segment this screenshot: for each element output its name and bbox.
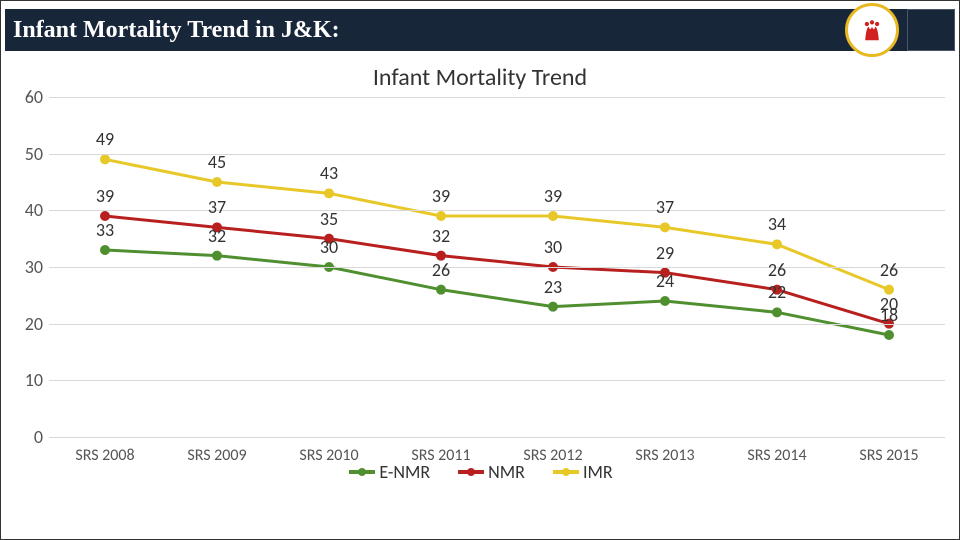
data-marker: [100, 154, 110, 164]
y-axis-label: 60: [13, 86, 43, 108]
y-axis-label: 50: [13, 143, 43, 165]
nhm-logo: [845, 3, 899, 57]
data-marker: [884, 330, 894, 340]
gridline: [49, 437, 945, 438]
data-marker: [324, 234, 334, 244]
data-marker: [212, 251, 222, 261]
chart-area: 0102030405060SRS 2008SRS 2009SRS 2010SRS…: [9, 97, 953, 487]
data-marker: [436, 285, 446, 295]
legend-swatch: [458, 470, 484, 474]
data-marker: [772, 239, 782, 249]
data-marker: [100, 211, 110, 221]
legend-item: E-NMR: [349, 461, 430, 483]
slide: Infant Mortality Trend in J&K: Infant Mo…: [0, 0, 960, 540]
y-axis-label: 10: [13, 369, 43, 391]
legend-swatch: [349, 470, 375, 474]
data-marker: [548, 211, 558, 221]
corner-box: [907, 9, 955, 51]
y-axis-label: 30: [13, 256, 43, 278]
title-bar: Infant Mortality Trend in J&K:: [5, 9, 955, 51]
y-axis-label: 40: [13, 199, 43, 221]
slide-title: Infant Mortality Trend in J&K:: [13, 17, 340, 44]
legend-label: E-NMR: [379, 461, 430, 483]
data-marker: [548, 302, 558, 312]
y-axis-label: 20: [13, 313, 43, 335]
data-marker: [660, 268, 670, 278]
data-marker: [772, 285, 782, 295]
legend-label: NMR: [488, 461, 525, 483]
gridline: [49, 267, 945, 268]
chart-title: Infant Mortality Trend: [1, 63, 959, 92]
plot-area: 0102030405060SRS 2008SRS 2009SRS 2010SRS…: [49, 97, 945, 437]
data-marker: [100, 245, 110, 255]
y-axis-label: 0: [13, 426, 43, 448]
data-marker: [436, 211, 446, 221]
data-marker: [772, 307, 782, 317]
series-line: [105, 216, 889, 324]
data-marker: [660, 222, 670, 232]
gridline: [49, 380, 945, 381]
legend-swatch: [553, 470, 579, 474]
legend-item: NMR: [458, 461, 525, 483]
data-marker: [212, 177, 222, 187]
series-line: [105, 159, 889, 289]
legend-item: IMR: [553, 461, 613, 483]
data-marker: [324, 188, 334, 198]
data-marker: [212, 222, 222, 232]
data-marker: [660, 296, 670, 306]
gridline: [49, 154, 945, 155]
gridline: [49, 324, 945, 325]
legend-label: IMR: [583, 461, 613, 483]
legend: E-NMR NMR IMR: [9, 461, 953, 483]
data-marker: [436, 251, 446, 261]
gridline: [49, 97, 945, 98]
gridline: [49, 210, 945, 211]
data-marker: [884, 285, 894, 295]
